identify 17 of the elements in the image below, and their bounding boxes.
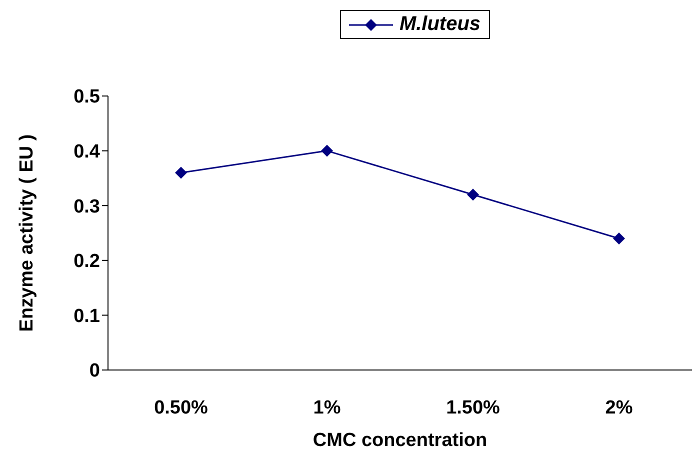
y-axis-title: Enzyme activity ( EU ) (16, 134, 38, 332)
x-tick-label: 0.50% (154, 397, 208, 418)
y-tick-label: 0 (89, 360, 100, 382)
legend-label: M.luteus (399, 13, 481, 36)
point (467, 188, 479, 201)
x-tick-label: 1% (313, 397, 341, 418)
x-tick-label: 1.50% (446, 397, 500, 418)
y-tick-label: 0.1 (74, 306, 100, 327)
x-axis-title: CMC concentration (312, 430, 488, 451)
y-tick-label: 0.3 (74, 196, 100, 218)
y-tick-label: 0.4 (74, 142, 100, 163)
point (175, 166, 187, 179)
y-tick-label: 0.5 (74, 86, 100, 108)
point (613, 232, 625, 244)
point (321, 144, 333, 157)
x-tick-label: 2% (605, 397, 633, 418)
y-tick-label: 0.2 (74, 251, 100, 272)
